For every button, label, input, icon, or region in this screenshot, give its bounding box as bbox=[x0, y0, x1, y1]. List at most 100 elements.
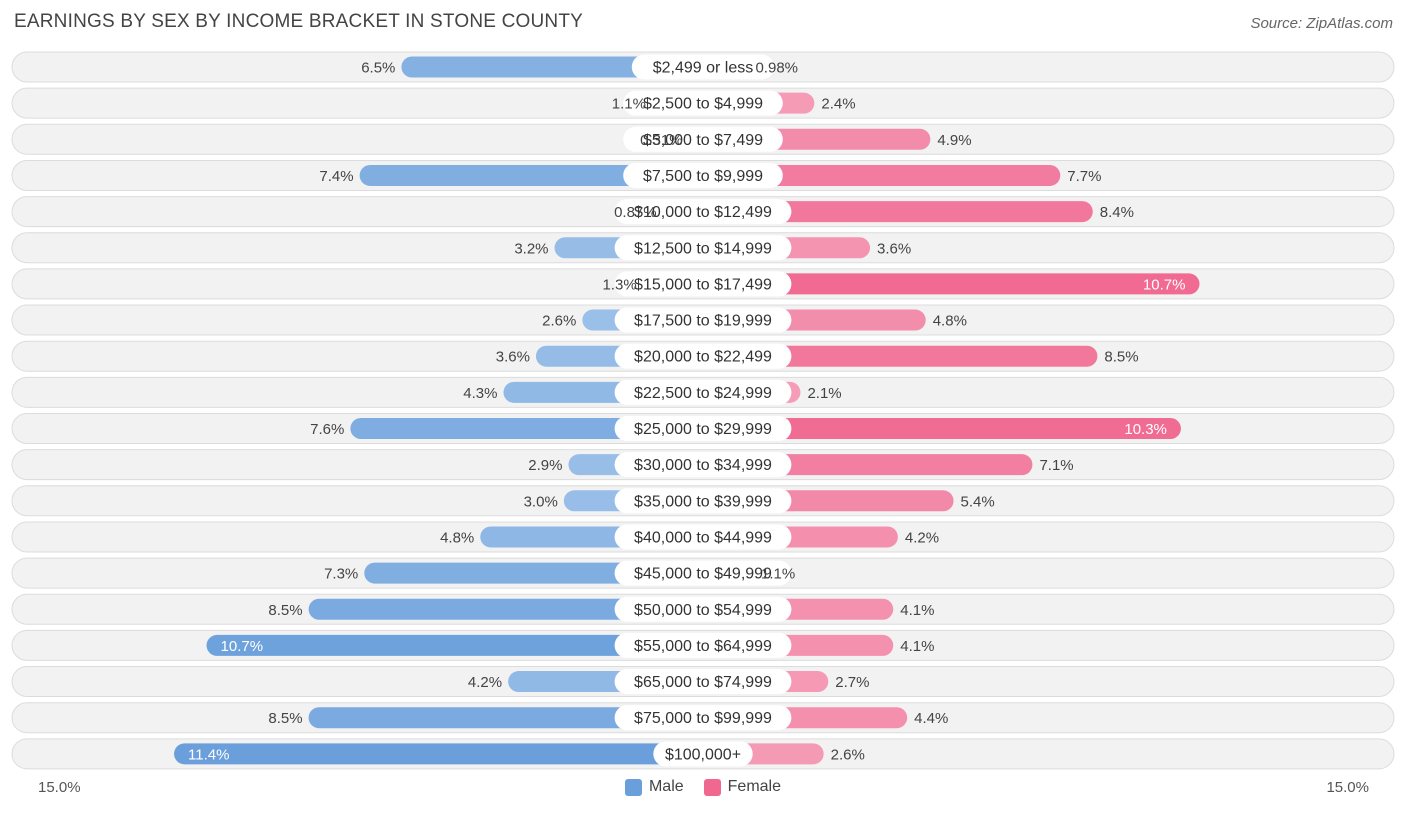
value-label-female: 4.1% bbox=[900, 638, 934, 655]
value-label-male: 2.9% bbox=[528, 457, 562, 474]
value-label-male: 8.5% bbox=[268, 710, 302, 727]
value-label-male: 0.31% bbox=[640, 132, 683, 149]
bar-male bbox=[350, 418, 703, 439]
legend-label-female: Female bbox=[727, 778, 782, 795]
value-label-female: 2.4% bbox=[821, 96, 855, 113]
value-label-female: 8.4% bbox=[1100, 204, 1134, 221]
value-label-male: 2.6% bbox=[542, 313, 576, 330]
chart-row: $30,000 to $34,999 2.9% 7.1% bbox=[11, 449, 1395, 481]
value-label-female: 5.4% bbox=[961, 493, 995, 510]
chart-row: $17,500 to $19,999 2.6% 4.8% bbox=[11, 304, 1395, 336]
value-label-male: 3.6% bbox=[496, 349, 530, 366]
category-label: $15,000 to $17,499 bbox=[634, 276, 772, 293]
bar-male bbox=[308, 598, 703, 620]
legend-swatch-male bbox=[624, 778, 642, 796]
category-pill bbox=[631, 54, 775, 80]
category-label: $55,000 to $64,999 bbox=[634, 638, 772, 655]
bar-female bbox=[703, 418, 1181, 439]
value-label-male: 4.3% bbox=[463, 385, 497, 402]
value-label-male: 10.7% bbox=[221, 638, 264, 655]
chart-row: $12,500 to $14,999 3.2% 3.6% bbox=[11, 232, 1395, 264]
category-pill bbox=[614, 235, 792, 261]
category-pill bbox=[614, 560, 792, 586]
chart-row: $55,000 to $64,999 10.7% 4.1% bbox=[11, 629, 1395, 661]
value-label-female: 0.98% bbox=[755, 60, 798, 77]
value-label-female: 1.1% bbox=[761, 566, 795, 583]
category-label: $75,000 to $99,999 bbox=[634, 710, 772, 727]
bar-male bbox=[174, 743, 704, 765]
axis-right-label: 15.0% bbox=[1326, 779, 1369, 796]
category-label: $40,000 to $44,999 bbox=[634, 529, 772, 546]
category-pill bbox=[614, 596, 792, 622]
category-pill bbox=[614, 669, 792, 695]
value-label-female: 7.1% bbox=[1039, 457, 1073, 474]
category-pill bbox=[614, 343, 792, 369]
category-label: $30,000 to $34,999 bbox=[634, 457, 772, 474]
chart-row: $35,000 to $39,999 3.0% 5.4% bbox=[11, 485, 1395, 517]
category-label: $2,499 or less bbox=[653, 60, 754, 77]
source-credit: Source: ZipAtlas.com bbox=[1250, 15, 1393, 32]
category-label: $65,000 to $74,999 bbox=[634, 674, 772, 691]
value-label-male: 7.4% bbox=[319, 168, 353, 185]
bar-male bbox=[308, 707, 703, 729]
value-label-male: 3.2% bbox=[514, 240, 548, 257]
chart-row: $25,000 to $29,999 7.6% 10.3% bbox=[11, 413, 1395, 444]
value-label-female: 4.2% bbox=[905, 529, 939, 546]
category-label: $12,500 to $14,999 bbox=[634, 240, 772, 257]
chart-row: $50,000 to $54,999 8.5% 4.1% bbox=[11, 593, 1395, 625]
value-label-female: 3.6% bbox=[877, 240, 911, 257]
bar-male bbox=[359, 164, 703, 186]
legend: Male Female bbox=[0, 778, 1406, 796]
value-label-male: 4.2% bbox=[468, 674, 502, 691]
value-label-male: 7.6% bbox=[310, 421, 344, 438]
value-label-female: 10.3% bbox=[1124, 421, 1167, 438]
chart-row: $7,500 to $9,999 7.4% 7.7% bbox=[11, 159, 1395, 191]
category-pill bbox=[653, 741, 753, 767]
category-pill bbox=[614, 705, 792, 731]
value-label-male: 6.5% bbox=[361, 60, 395, 77]
chart-row: $22,500 to $24,999 4.3% 2.1% bbox=[11, 376, 1395, 408]
value-label-female: 4.8% bbox=[933, 313, 967, 330]
axis-left-label: 15.0% bbox=[38, 779, 81, 796]
chart-row: $20,000 to $22,499 3.6% 8.5% bbox=[11, 340, 1395, 372]
value-label-male: 1.1% bbox=[612, 96, 646, 113]
category-label: $25,000 to $29,999 bbox=[634, 421, 772, 438]
legend-label-male: Male bbox=[648, 778, 684, 795]
category-label: $10,000 to $12,499 bbox=[634, 204, 772, 221]
value-label-female: 4.9% bbox=[937, 132, 971, 149]
value-label-female: 4.1% bbox=[900, 602, 934, 619]
category-label: $2,500 to $4,999 bbox=[643, 96, 763, 113]
value-label-female: 8.5% bbox=[1104, 349, 1138, 366]
bar-female bbox=[703, 201, 1093, 223]
value-label-male: 1.3% bbox=[602, 276, 636, 293]
value-label-male: 11.4% bbox=[188, 746, 229, 763]
legend-item-male[interactable]: Male bbox=[624, 778, 684, 796]
category-pill bbox=[614, 488, 792, 514]
category-pill bbox=[614, 199, 792, 225]
value-label-female: 2.6% bbox=[831, 746, 865, 763]
chart-row: $2,499 or less 6.5% 0.98% bbox=[11, 51, 1395, 83]
legend-item-female[interactable]: Female bbox=[703, 778, 782, 796]
category-label: $22,500 to $24,999 bbox=[634, 385, 772, 402]
value-label-female: 2.7% bbox=[835, 674, 869, 691]
value-label-female: 4.4% bbox=[914, 710, 948, 727]
category-label: $7,500 to $9,999 bbox=[643, 168, 763, 185]
chart-title: EARNINGS BY SEX BY INCOME BRACKET IN STO… bbox=[14, 11, 584, 32]
legend-swatch-female bbox=[703, 778, 721, 796]
category-label: $100,000+ bbox=[665, 746, 741, 763]
category-pill bbox=[614, 416, 792, 441]
bar-female bbox=[703, 164, 1061, 186]
value-label-female: 10.7% bbox=[1143, 276, 1186, 293]
category-label: $20,000 to $22,499 bbox=[634, 349, 772, 366]
chart-row: $75,000 to $99,999 8.5% 4.4% bbox=[11, 702, 1395, 734]
value-label-female: 2.1% bbox=[807, 385, 841, 402]
category-pill bbox=[614, 452, 792, 478]
category-pill bbox=[623, 162, 783, 188]
category-pill bbox=[614, 524, 792, 550]
category-pill bbox=[614, 271, 792, 297]
category-pill bbox=[623, 126, 783, 152]
